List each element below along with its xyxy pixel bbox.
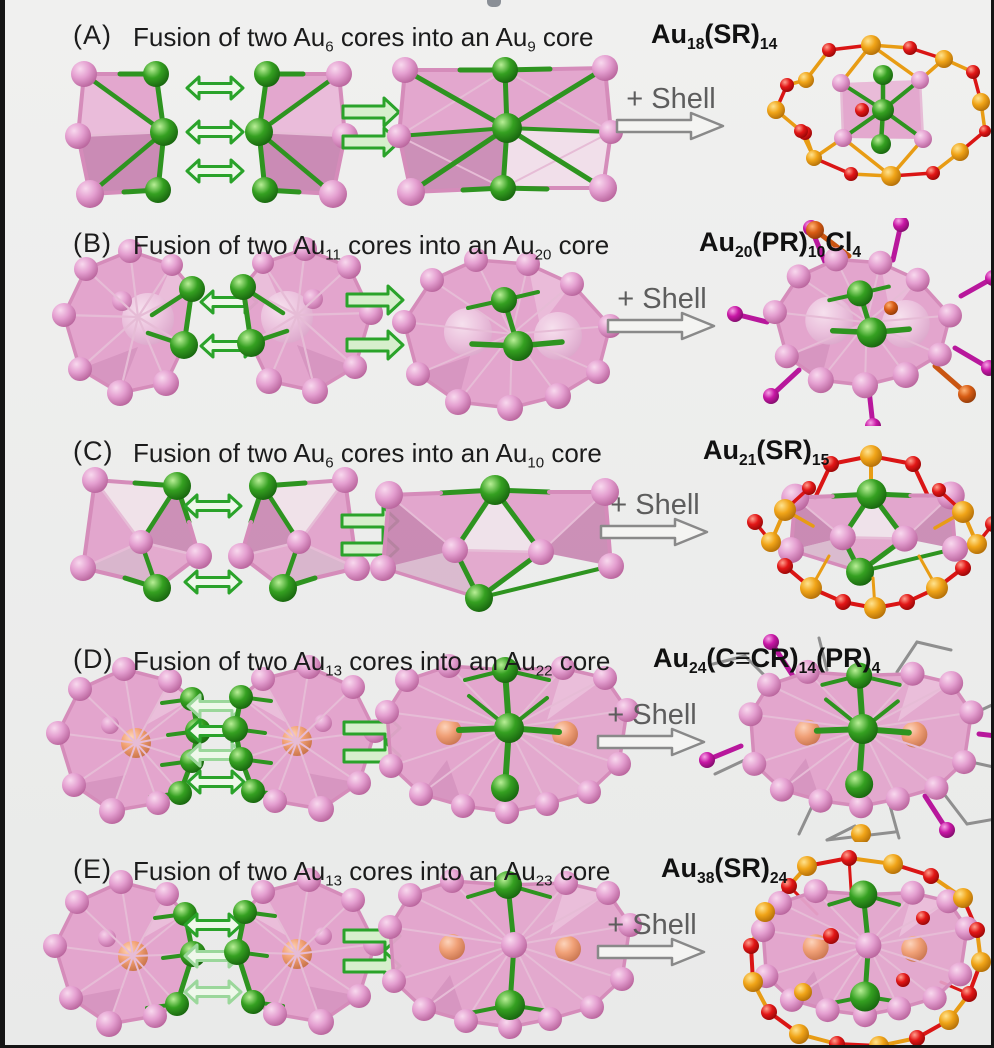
panel-title: Fusion of two Au13 cores into an Au23 co… xyxy=(133,856,611,890)
panel-label: (B) xyxy=(73,228,112,258)
au-fused-bi-icosahedron xyxy=(738,659,984,819)
panel: + Shell (D) Fusion of two Au13 cores int… xyxy=(5,634,991,842)
shell-arrow-icon xyxy=(615,111,725,141)
au9-fused-core xyxy=(387,55,623,206)
shell-arrow-label: + Shell xyxy=(607,909,696,941)
au10-fused-core xyxy=(777,479,969,586)
fusion-equilibrium-arrow-icon xyxy=(183,569,243,595)
fusion-equilibrium-arrow-icon xyxy=(186,769,246,795)
panel-label: (C) xyxy=(73,436,114,466)
panel: + Shell (E) Fusion of two Au13 cores int… xyxy=(5,844,991,1045)
product-formula: Au21(SR)15 xyxy=(703,435,830,469)
shell-arrow-icon xyxy=(599,517,709,547)
fusion-equilibrium-arrow-icon xyxy=(185,75,245,101)
au20-fused-core xyxy=(762,247,962,399)
panel-label: (E) xyxy=(73,854,112,884)
fusion-equilibrium-arrow-icon xyxy=(183,979,243,1005)
au20-product-ligands xyxy=(727,218,991,426)
au20-fused-core xyxy=(392,248,622,421)
shell-arrow-icon xyxy=(606,311,716,341)
shell-arrow-icon xyxy=(596,937,706,967)
au13-core-cluster xyxy=(222,655,387,822)
au6-core-cluster xyxy=(245,61,358,208)
structure-svg: + Shell xyxy=(46,634,991,842)
figure-canvas: + Shell (A) Fusion of two Au6 cores into… xyxy=(5,0,991,1045)
forward-arrow-icon xyxy=(341,96,401,128)
shell-arrow-label: + Shell xyxy=(607,699,696,731)
product-formula: Au18(SR)14 xyxy=(651,19,778,53)
product-formula: Au20(PR)10Cl4 xyxy=(699,227,862,261)
au10-fused-core xyxy=(370,475,624,612)
structure-svg: + Shell xyxy=(70,445,991,619)
au38-shell-spheres xyxy=(743,850,991,1045)
shell-arrow: + Shell xyxy=(615,83,725,141)
product-formula: Au24(C≡CR)14(PR)4 xyxy=(653,643,881,677)
forward-arrow-icon xyxy=(345,284,405,316)
shell-arrow: + Shell xyxy=(606,283,716,341)
au11-core-cluster xyxy=(52,239,205,406)
au13-core-cluster xyxy=(224,868,387,1035)
fusion-equilibrium-arrow-icon xyxy=(183,912,243,938)
shell-arrow-label: + Shell xyxy=(626,83,715,115)
panel: + Shell (B) Fusion of two Au11 cores int… xyxy=(5,218,991,426)
fusion-equilibrium-arrow-icon xyxy=(183,493,243,519)
panel-title: Fusion of two Au6 cores into an Au9 core xyxy=(133,22,594,56)
au13-core-cluster xyxy=(46,657,211,824)
panel-title: Fusion of two Au6 cores into an Au10 cor… xyxy=(133,438,602,472)
shell-arrow-label: + Shell xyxy=(617,283,706,315)
product-formula: Au38(SR)24 xyxy=(661,853,788,887)
shell-arrow-label: + Shell xyxy=(610,489,699,521)
au13-core-cluster xyxy=(43,870,206,1037)
au11-core-cluster xyxy=(230,237,383,404)
au24-ligand-ends xyxy=(699,634,955,842)
au18-shell-spheres xyxy=(767,35,991,186)
shell-arrow: + Shell xyxy=(599,489,709,547)
au-fused-bi-icosahedron xyxy=(375,654,639,824)
structure-svg: + Shell xyxy=(65,35,991,208)
panel: + Shell (C) Fusion of two Au6 cores into… xyxy=(5,426,991,634)
fusion-equilibrium-arrow-icon xyxy=(185,158,245,184)
fusion-equilibrium-arrow-icon xyxy=(185,119,245,145)
panel-title: Fusion of two Au11 cores into an Au20 co… xyxy=(133,230,610,264)
structure-svg: + Shell xyxy=(52,218,991,426)
au-fused-bi-icosahedron xyxy=(751,879,979,1028)
shell-arrow: + Shell xyxy=(596,699,706,757)
cropped-top-artifact xyxy=(487,0,501,7)
au6-core-cluster xyxy=(228,467,370,602)
panel-label: (A) xyxy=(73,20,112,50)
structure-svg: + Shell xyxy=(43,850,991,1045)
shell-arrow-icon xyxy=(596,727,706,757)
panel-title: Fusion of two Au13 cores into an Au22 co… xyxy=(133,646,611,680)
au18-product-core xyxy=(832,65,932,154)
shell-arrow: + Shell xyxy=(596,909,706,967)
forward-arrow-icon xyxy=(345,329,405,361)
au6-core-cluster xyxy=(65,61,178,208)
au21-product-shell xyxy=(747,445,991,619)
panel: + Shell (A) Fusion of two Au6 cores into… xyxy=(5,10,991,218)
au-fused-bi-icosahedron xyxy=(378,869,642,1039)
panel-label: (D) xyxy=(73,644,114,674)
au6-core-cluster xyxy=(70,467,212,602)
forward-arrow-icon xyxy=(341,126,401,158)
